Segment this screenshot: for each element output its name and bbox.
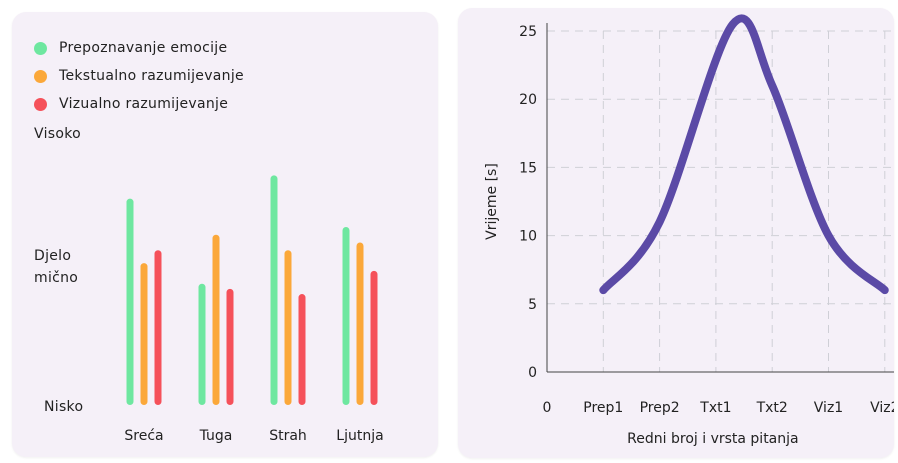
x-tick-label: Strah xyxy=(269,428,307,444)
bar-chart-plot: Sreća Tuga Strah Ljutnja xyxy=(124,175,384,444)
y-axis-title: Vrijeme [s] xyxy=(484,163,500,240)
x-tick-label: 0 xyxy=(543,400,552,416)
bar-Sreća-1 xyxy=(126,198,134,405)
bar-Sreća-3 xyxy=(154,250,162,405)
y-tick-label: 0 xyxy=(528,365,537,381)
bar-Strah-1 xyxy=(270,175,278,405)
y-label-mid-line1: Djelo xyxy=(34,248,72,264)
legend-item-tekstualno: Tekstualno razumijevanje xyxy=(34,62,244,90)
y-label-low: Nisko xyxy=(44,399,84,415)
legend-label-vizualno: Vizualno razumijevanje xyxy=(59,96,229,112)
legend-label-prepoznavanje: Prepoznavanje emocije xyxy=(59,40,228,56)
bar-chart-card: Prepoznavanje emocije Tekstualno razumij… xyxy=(12,12,438,457)
legend-item-vizualno: Vizualno razumijevanje xyxy=(34,90,244,118)
bar-Tuga-1 xyxy=(198,283,206,405)
x-tick-label: Viz2 xyxy=(870,400,894,416)
line-chart-card: 0 5 10 15 20 25 0 Prep1 Prep2 Txt1 Txt2 Viz1 Viz2 Red… xyxy=(458,8,894,458)
x-tick-label: Viz1 xyxy=(814,400,843,416)
bar-Tuga-2 xyxy=(212,234,220,405)
bar-Ljutnja-2 xyxy=(356,242,364,405)
legend-dot-red xyxy=(34,97,47,111)
y-tick-label: 5 xyxy=(528,297,537,313)
legend-dot-green xyxy=(34,41,47,55)
x-tick-label: Txt1 xyxy=(699,400,731,416)
bar-Strah-3 xyxy=(298,294,306,405)
y-label-mid-line2: mično xyxy=(34,270,79,286)
y-tick-label: 15 xyxy=(519,160,537,176)
bar-Sreća-2 xyxy=(140,263,148,405)
x-tick-label: Tuga xyxy=(199,428,233,444)
y-label-high: Visoko xyxy=(34,126,81,142)
bar-chart-legend: Prepoznavanje emocije Tekstualno razumij… xyxy=(34,34,244,118)
x-axis-title: Redni broj i vrsta pitanja xyxy=(627,431,798,447)
x-tick-label: Ljutnja xyxy=(336,428,383,444)
bar-Ljutnja-3 xyxy=(370,270,378,405)
legend-item-prepoznavanje: Prepoznavanje emocije xyxy=(34,34,244,62)
x-tick-label: Txt2 xyxy=(756,400,788,416)
x-tick-label: Prep2 xyxy=(640,400,680,416)
y-tick-label: 25 xyxy=(519,24,537,40)
legend-label-tekstualno: Tekstualno razumijevanje xyxy=(59,68,244,84)
bar-Ljutnja-1 xyxy=(342,226,350,405)
line-series-time xyxy=(599,14,889,295)
y-tick-label: 10 xyxy=(519,229,537,245)
y-tick-label: 20 xyxy=(519,92,537,108)
legend-dot-orange xyxy=(34,69,47,83)
bar-Tuga-3 xyxy=(226,288,234,405)
x-tick-label: Prep1 xyxy=(583,400,623,416)
line-chart-plot: 0 5 10 15 20 25 0 Prep1 Prep2 Txt1 Txt2 Viz1 Viz2 Red… xyxy=(484,14,894,447)
x-tick-label: Sreća xyxy=(124,428,163,444)
bar-Strah-2 xyxy=(284,250,292,405)
